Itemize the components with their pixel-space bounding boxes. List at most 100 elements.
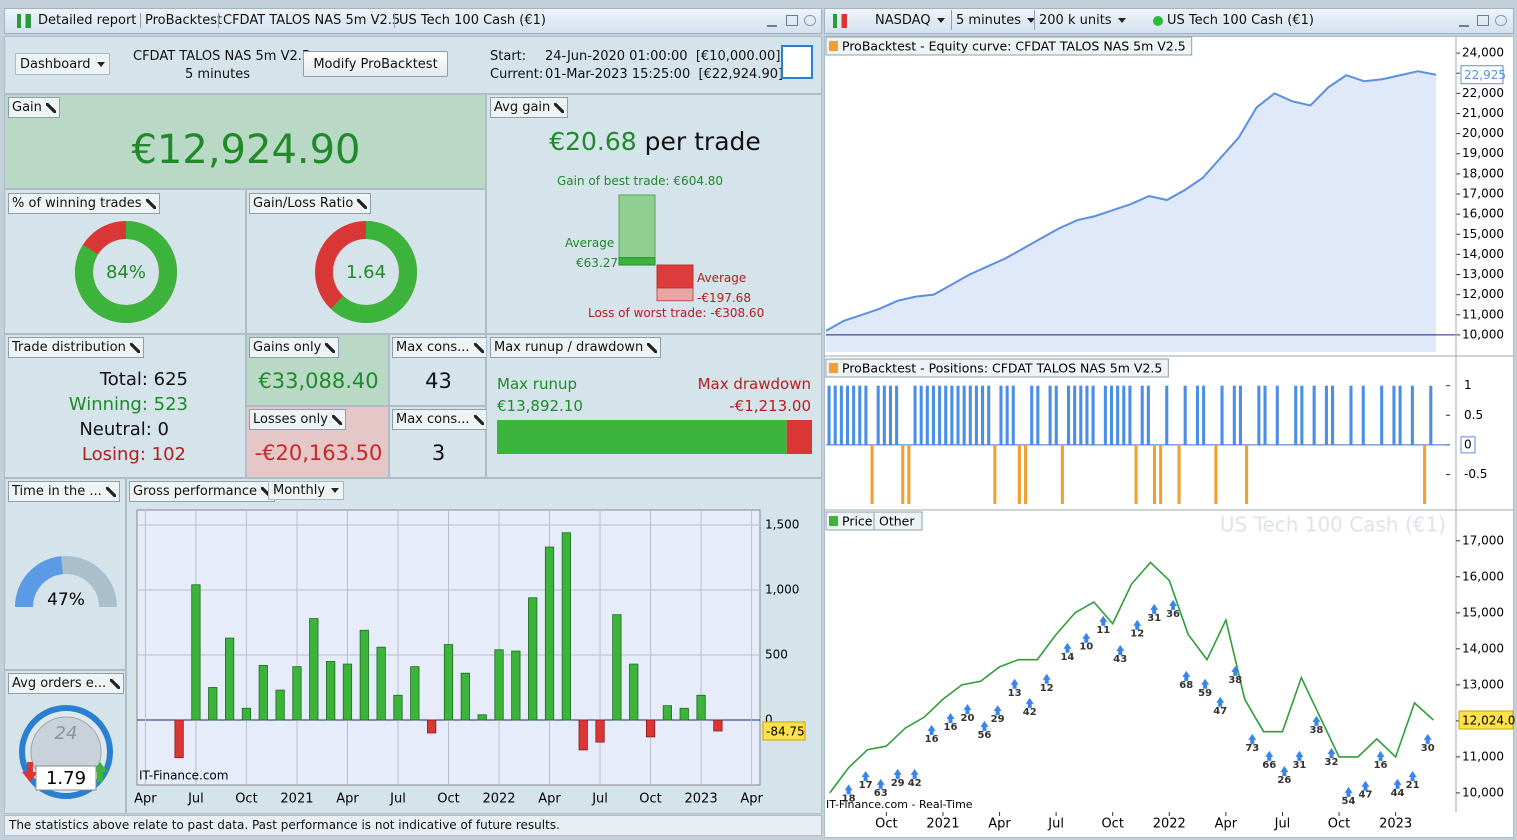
order-label: 14 (1060, 652, 1074, 663)
drawdown-bar (786, 420, 812, 454)
wrench-icon[interactable] (554, 102, 565, 113)
bar (292, 666, 302, 721)
panel-tag: Avg orders e... (8, 673, 125, 694)
bar (460, 672, 470, 721)
wrench-icon[interactable] (110, 678, 121, 689)
x-tick-label: 2022 (1153, 817, 1186, 832)
wrench-icon[interactable] (325, 342, 336, 353)
wrench-icon[interactable] (145, 198, 156, 209)
x-tick-label: Jul (389, 792, 406, 807)
bar (956, 385, 960, 445)
wrench-icon[interactable] (105, 486, 116, 497)
bar (888, 385, 893, 445)
order-label: 29 (991, 714, 1005, 725)
bar (876, 385, 880, 445)
tag-label: Gains only (253, 340, 322, 355)
equity-area (826, 71, 1436, 352)
equity-line (825, 70, 1437, 332)
bar (1048, 385, 1052, 445)
close[interactable] (804, 15, 816, 26)
minimize[interactable] (767, 16, 777, 27)
x-tick-label: Oct (875, 817, 897, 832)
wrench-icon[interactable] (473, 342, 484, 353)
wrench-icon[interactable] (261, 486, 272, 497)
panel-tag: Trade distribution (8, 337, 144, 358)
avg-gain-suffix: per trade (644, 127, 761, 156)
dropdown-label: 200 k units (1039, 12, 1112, 28)
wrench-icon[interactable] (357, 198, 368, 209)
avg-win-bar (618, 257, 656, 266)
best-label: Gain of best trade: (557, 174, 670, 188)
order-arrow (1063, 642, 1072, 653)
order-label: 20 (961, 713, 975, 724)
x-tick-label: Jul (1274, 817, 1291, 832)
avg-win-label: Average (565, 236, 615, 250)
time-panel: Time in the ... (4, 478, 126, 670)
minimize[interactable] (1459, 16, 1469, 27)
order-arrow (1133, 619, 1142, 630)
header: Dashboard CFDAT TALOS NAS 5m V2.5 5 minu… (4, 36, 822, 94)
drawdown-value: -€1,213.00 (729, 397, 811, 415)
current-flag (762, 721, 806, 741)
order-arrow (1295, 750, 1304, 761)
bar (993, 444, 997, 505)
bar (1300, 385, 1304, 445)
order-label: 36 (1166, 609, 1180, 620)
dashboard-dropdown[interactable]: Dashboard (15, 53, 110, 75)
y-tick-label: 19,000 (1462, 146, 1504, 160)
order-label: 30 (1421, 743, 1435, 754)
tab[interactable]: Detailed report (38, 13, 137, 28)
wrench-icon[interactable] (473, 414, 484, 425)
y-tick-label: 10,000 (1462, 327, 1504, 341)
bar (342, 663, 353, 721)
x-tick-label: Apr (740, 792, 763, 807)
bar (1392, 385, 1396, 445)
y-tick-label: 14,000 (1462, 641, 1504, 655)
donut-arc (330, 221, 417, 323)
tab[interactable] (873, 511, 923, 531)
bar (987, 385, 991, 445)
modify-button[interactable]: Modify ProBacktest (303, 51, 448, 77)
bar (1109, 385, 1114, 445)
period-dropdown[interactable]: Monthly (268, 481, 345, 500)
units-dropdown[interactable]: 200 k units (1034, 10, 1130, 30)
bar (1066, 385, 1071, 445)
y-tick-label: 14,000 (1462, 247, 1504, 261)
report-icon[interactable] (781, 45, 813, 79)
order-label: 10 (1079, 642, 1093, 653)
order-arrow (1099, 615, 1108, 626)
bar (1011, 385, 1015, 445)
y-tick-label: 20,000 (1462, 126, 1504, 140)
close[interactable] (1495, 15, 1507, 26)
wrench-icon[interactable] (331, 414, 342, 425)
y-tick-label: 1,000 (765, 582, 799, 596)
current-label: Current: (490, 67, 544, 82)
wrench-icon[interactable] (647, 342, 658, 353)
bar (578, 719, 588, 751)
bar (1146, 385, 1150, 445)
maximize[interactable] (1477, 15, 1489, 26)
losses-only-panel: Losses only -€20,163.50 (246, 406, 389, 478)
tab[interactable]: ProBacktest (140, 13, 222, 28)
gain-value: €12,924.90 (131, 127, 361, 173)
timeframe-dropdown[interactable]: 5 minutes (951, 10, 1039, 30)
instrument: US Tech 100 Cash (€1) (1167, 13, 1314, 28)
wrench-icon[interactable] (45, 102, 56, 113)
bar (645, 719, 656, 738)
max-cons-value: 3 (431, 441, 446, 465)
tab[interactable]: US Tech 100 Cash (€1) (394, 13, 546, 28)
x-tick-label: 2023 (685, 792, 718, 807)
bar (544, 546, 555, 721)
tag-label: Gain/Loss Ratio (253, 196, 354, 211)
order-label: 38 (1309, 725, 1323, 736)
market-dropdown[interactable]: NASDAQ (871, 10, 949, 30)
avg-win-value: €63.27 (576, 256, 618, 270)
tab[interactable]: CFDAT TALOS NAS 5m V2.5 (218, 13, 400, 28)
wrench-icon[interactable] (129, 342, 140, 353)
tab-label: Other (879, 514, 915, 529)
bar (326, 661, 336, 721)
bar (1159, 444, 1163, 505)
x-tick-label: Jul (591, 792, 608, 807)
arrow-icon (22, 762, 38, 782)
maximize[interactable] (786, 15, 798, 26)
